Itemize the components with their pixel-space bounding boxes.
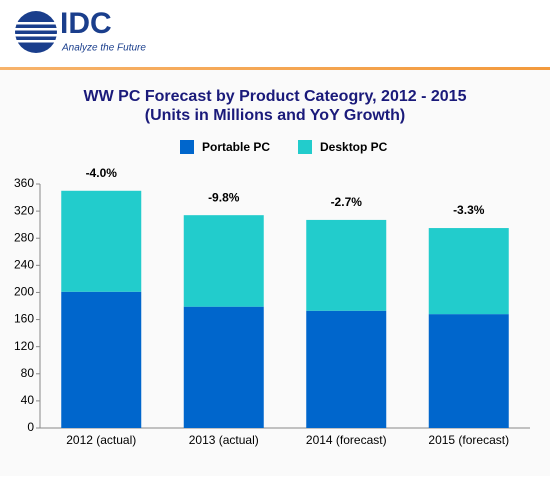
legend-label: Portable PC [202, 140, 270, 154]
growth-label: -3.3% [453, 203, 485, 217]
x-tick-label: 2014 (forecast) [306, 433, 387, 447]
growth-label: -9.8% [208, 190, 240, 204]
logo-globe [15, 11, 57, 53]
y-tick-label: 160 [14, 312, 34, 326]
y-tick-label: 40 [21, 393, 35, 407]
chart-title: WW PC Forecast by Product Cateogry, 2012… [84, 88, 467, 105]
y-tick-label: 80 [21, 366, 35, 380]
header-rule [0, 67, 550, 70]
header-bg [0, 0, 550, 68]
bar-segment [306, 219, 387, 311]
bar-segment [428, 228, 509, 315]
x-tick-label: 2015 (forecast) [428, 433, 509, 447]
y-tick-label: 0 [27, 420, 34, 434]
legend-label: Desktop PC [320, 140, 388, 154]
x-tick-label: 2012 (actual) [66, 433, 136, 447]
bar-segment [183, 215, 264, 307]
y-tick-label: 320 [14, 203, 34, 217]
bar-segment [306, 310, 387, 428]
legend-swatch [180, 140, 194, 154]
x-tick-label: 2013 (actual) [189, 433, 259, 447]
y-tick-label: 240 [14, 258, 34, 272]
bar-segment [428, 314, 509, 428]
chart-subtitle: (Units in Millions and YoY Growth) [145, 107, 405, 124]
tagline: Analyze the Future [61, 43, 146, 54]
brand: IDC [60, 7, 112, 40]
bar-segment [183, 306, 264, 428]
y-tick-label: 120 [14, 339, 34, 353]
legend-swatch [298, 140, 312, 154]
growth-label: -2.7% [331, 195, 363, 209]
y-tick-label: 360 [14, 176, 34, 190]
y-tick-label: 280 [14, 230, 34, 244]
growth-label: -4.0% [86, 166, 118, 180]
bar-segment [61, 190, 142, 292]
bar-segment [61, 291, 142, 428]
y-tick-label: 200 [14, 285, 34, 299]
